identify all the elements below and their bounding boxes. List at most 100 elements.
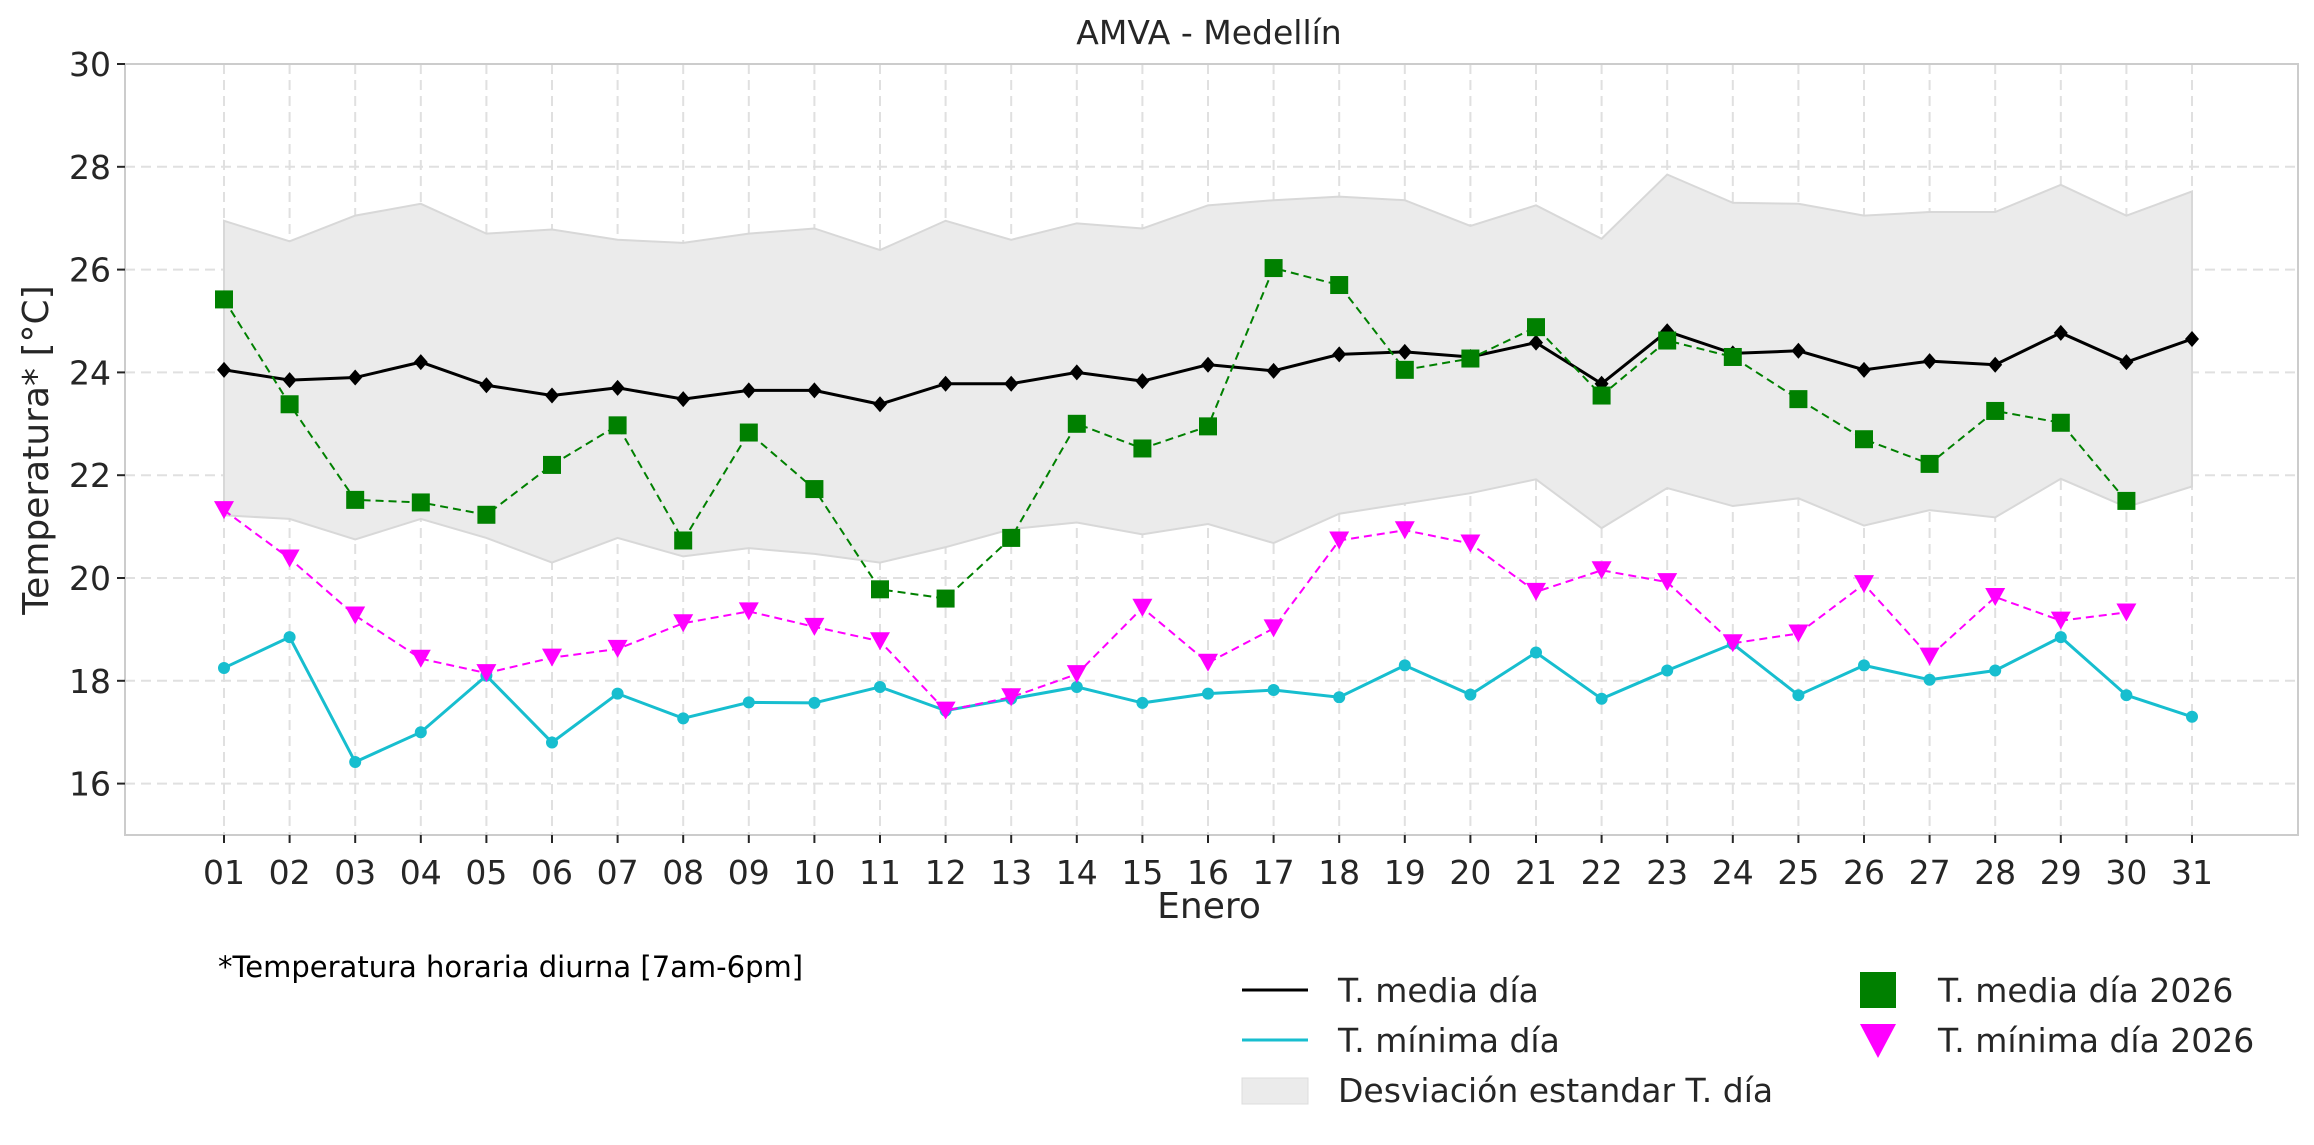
x-tick-label: 06	[531, 853, 573, 892]
data-point	[476, 664, 497, 683]
data-point	[2116, 603, 2137, 622]
data-point	[1332, 346, 1347, 363]
x-tick-label: 16	[1187, 853, 1229, 892]
data-point	[346, 490, 365, 509]
chart-title: AMVA - Medellín	[1076, 13, 1341, 52]
data-point	[1398, 659, 1411, 672]
data-point	[1330, 276, 1349, 295]
data-point	[279, 549, 300, 568]
data-point	[1461, 349, 1480, 368]
data-point	[2053, 324, 2068, 341]
data-point	[282, 372, 297, 389]
legend-item-minima-2026: T. mínima día 2026	[1840, 1020, 2254, 1060]
plot-frame	[124, 63, 2299, 836]
series-1	[218, 631, 2198, 769]
data-point	[1527, 318, 1545, 337]
series-line	[223, 509, 2127, 712]
data-point	[1855, 430, 1873, 449]
data-point	[545, 387, 559, 404]
data-point	[2054, 631, 2067, 644]
series-0	[217, 323, 2199, 413]
y-tick-label: 24	[69, 353, 111, 392]
data-point	[1069, 364, 1084, 381]
x-tick-label: 18	[1318, 853, 1360, 892]
x-tick-label: 03	[334, 853, 376, 892]
y-tick-label: 22	[69, 456, 111, 495]
x-tick-label: 09	[728, 853, 770, 892]
data-point	[1922, 353, 1937, 370]
x-tick-label: 01	[203, 853, 245, 892]
data-point	[217, 361, 231, 378]
x-tick-label: 17	[1253, 853, 1295, 892]
axis-ticks: 16 18 20 22 24 26 28 30 01 02 03 04 05 06 07 08 09 10 11 12…	[69, 45, 2213, 892]
data-point	[871, 580, 889, 599]
x-tick-label: 22	[1581, 853, 1623, 892]
data-point	[1989, 664, 2002, 677]
data-point	[1985, 588, 2006, 607]
data-point	[1201, 356, 1215, 373]
x-tick-label: 25	[1777, 853, 1819, 892]
legend-item-media-2026: T. media día 2026	[1840, 970, 2233, 1010]
data-point	[411, 493, 430, 512]
data-point	[345, 606, 366, 625]
legend-label: T. media día 2026	[1938, 970, 2234, 1010]
legend-label: T. mínima día	[1338, 1020, 1560, 1060]
data-point	[2120, 689, 2133, 702]
y-tick-label: 18	[69, 662, 111, 701]
y-tick-label: 30	[69, 45, 111, 84]
data-point	[1464, 688, 1477, 701]
data-point	[935, 701, 956, 720]
data-point	[349, 756, 362, 769]
data-point	[610, 379, 625, 396]
data-point	[1920, 454, 1939, 473]
legend-item-minima: T. mínima día	[1240, 1020, 1560, 1060]
data-point	[546, 736, 558, 749]
data-point	[1067, 414, 1086, 433]
data-point	[1133, 439, 1152, 458]
data-point	[1001, 688, 1022, 707]
legend-item-media: T. media día	[1240, 970, 1539, 1010]
y-tick-label: 28	[69, 148, 111, 187]
x-tick-label: 31	[2171, 853, 2213, 892]
data-point	[676, 391, 691, 408]
axes-frame	[124, 63, 2299, 836]
data-point	[1198, 653, 1218, 672]
x-tick-label: 20	[1449, 853, 1491, 892]
data-point	[607, 639, 628, 658]
footnote: *Temperatura horaria diurna [7am-6pm]	[218, 950, 804, 984]
x-tick-label: 21	[1515, 853, 1557, 892]
x-tick-label: 15	[1121, 853, 1163, 892]
data-point	[1202, 687, 1214, 700]
data-point	[215, 290, 233, 309]
legend-patch-grey	[1241, 1077, 1309, 1105]
data-point	[1988, 356, 2003, 373]
y-tick-label: 20	[69, 559, 111, 598]
y-tick-label: 26	[69, 251, 111, 290]
series-lines	[214, 259, 2199, 769]
x-tick-label: 13	[990, 853, 1032, 892]
data-point	[543, 455, 561, 474]
data-point	[1002, 528, 1021, 547]
data-point	[1066, 665, 1087, 684]
data-point	[739, 423, 758, 442]
data-point	[348, 369, 363, 386]
legend-line-cyan	[1242, 1038, 1308, 1042]
data-point	[1529, 334, 1543, 351]
data-point	[1792, 689, 1805, 702]
data-point	[1132, 598, 1153, 617]
x-tick-label: 19	[1384, 853, 1426, 892]
data-point	[741, 382, 756, 399]
legend: T. media día T. mínima día Desviación es…	[1240, 970, 2300, 1130]
data-point	[2185, 330, 2199, 347]
data-point	[611, 687, 624, 700]
x-tick-label: 29	[2040, 853, 2082, 892]
data-point	[1858, 659, 1870, 672]
data-point	[1788, 624, 1809, 643]
data-point	[1791, 342, 1806, 359]
data-point	[1595, 692, 1608, 705]
x-tick-label: 08	[662, 853, 704, 892]
legend-triangle-magenta	[1860, 1024, 1896, 1058]
x-tick-label: 14	[1056, 853, 1098, 892]
series-3	[214, 501, 2137, 720]
